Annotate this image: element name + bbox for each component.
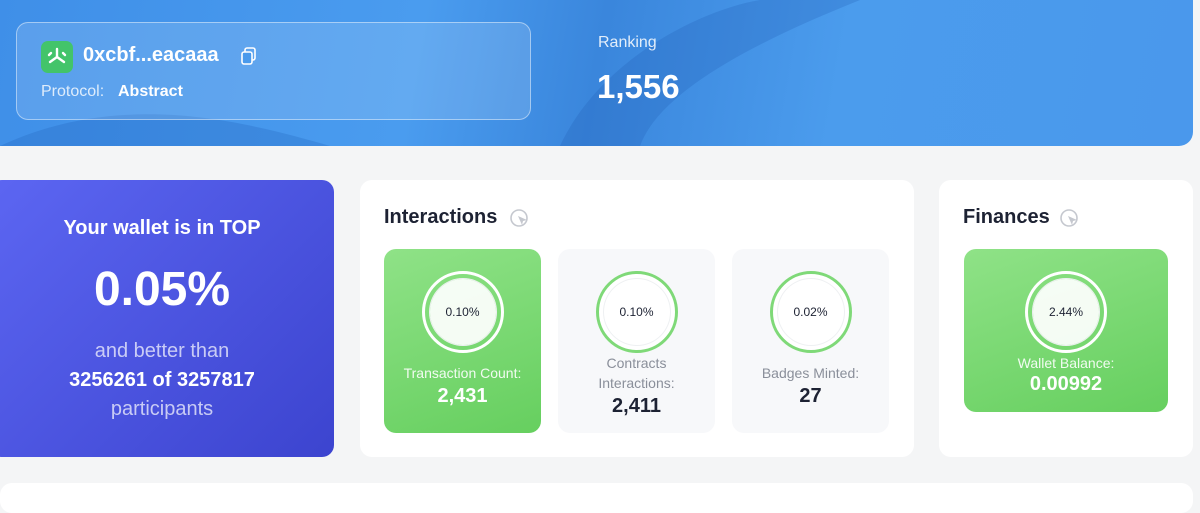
header: 0xcbf...eacaaa Protocol: Abstract Rankin… — [0, 0, 1193, 146]
stat-value: 2,411 — [612, 395, 661, 417]
stat-tile: 0.10% Contracts Interactions: 2,411 — [558, 249, 715, 433]
protocol-icon — [41, 41, 73, 73]
ring-percent: 0.10% — [619, 305, 654, 319]
stat-label: Contracts Interactions: — [598, 355, 675, 391]
rank-text: and better than — [94, 340, 230, 362]
ring-center — [429, 279, 496, 345]
stat-tile: 2.44% Wallet Balance: 0.00992 — [964, 249, 1168, 412]
rank-percent: 0.05% — [93, 263, 231, 316]
rank-card: Your wallet is in TOP 0.05% and better t… — [0, 180, 334, 457]
wallet-box: 0xcbf...eacaaa Protocol: Abstract — [16, 22, 531, 120]
ring-percent: 0.10% — [445, 305, 480, 319]
header-decoration — [0, 0, 860, 146]
info-icon[interactable] — [509, 208, 531, 230]
ring-center — [777, 279, 844, 345]
card-title: Interactions — [384, 206, 498, 228]
protocol-name: Abstract — [118, 83, 183, 100]
ranking-value: 1,556 — [597, 68, 680, 105]
stat-tile: 0.02% Badges Minted: 27 — [732, 249, 889, 433]
stat-label: Badges Minted: — [761, 365, 860, 381]
icon-glyph — [47, 47, 67, 64]
stat-value: 27 — [799, 385, 822, 407]
ranking-label: Ranking — [598, 34, 657, 51]
info-icon[interactable] — [1059, 208, 1081, 230]
progress-ring — [1025, 271, 1107, 353]
progress-ring — [421, 271, 504, 353]
rank-text: participants — [110, 398, 214, 420]
copy-button[interactable] — [241, 47, 257, 65]
stat-value: 0.00992 — [1029, 373, 1103, 395]
ring-center — [603, 279, 670, 345]
ring-percent: 0.02% — [793, 305, 828, 319]
stat-value: 2,431 — [437, 385, 488, 407]
stat-tile: 0.10% Transaction Count: 2,431 — [384, 249, 541, 433]
ring-percent: 2.44% — [1048, 305, 1084, 319]
stat-label: Transaction Count: — [403, 365, 522, 381]
next-section — [0, 483, 1193, 513]
protocol-label: Protocol: — [41, 83, 105, 100]
ring-center — [1033, 279, 1099, 345]
rank-line: Your wallet is in TOP — [63, 217, 261, 239]
stat-label: Wallet Balance: — [1017, 355, 1115, 371]
rank-count: 3256261 of 3257817 — [69, 369, 255, 391]
wallet-address: 0xcbf...eacaaa — [83, 44, 219, 66]
card-title: Finances — [963, 206, 1050, 228]
